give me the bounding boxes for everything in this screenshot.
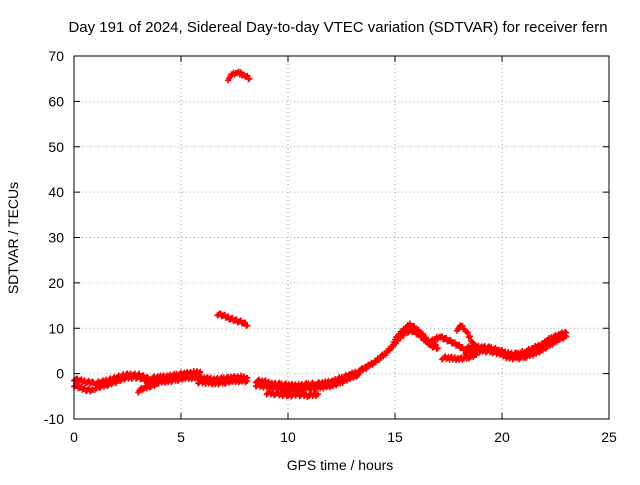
data-point (459, 322, 466, 329)
data-point (246, 75, 253, 82)
data-point (244, 374, 251, 381)
data-point (563, 329, 570, 336)
y-tick-label: 50 (48, 139, 64, 155)
x-tick-label: 0 (70, 429, 78, 445)
data-point (447, 336, 454, 343)
data-point (415, 326, 422, 333)
data-point (423, 334, 430, 341)
y-tick-label: 10 (48, 320, 64, 336)
data-point (464, 329, 471, 336)
x-tick-label: 20 (494, 429, 510, 445)
x-tick-label: 5 (177, 429, 185, 445)
chart-title: Day 191 of 2024, Sidereal Day-to-day VTE… (68, 19, 607, 36)
data-point (466, 333, 473, 340)
y-tick-label: 60 (48, 93, 64, 109)
data-point (419, 330, 426, 337)
data-point (434, 345, 441, 352)
axis-ticks: 0 5 10 15 20 25 -10 0 10 20 30 40 50 60 70 (44, 48, 617, 445)
data-point (411, 323, 418, 330)
y-tick-label: 40 (48, 184, 64, 200)
data-point (244, 322, 251, 329)
data-point (465, 334, 472, 341)
x-axis-label: GPS time / hours (287, 457, 394, 473)
data-point (432, 341, 439, 348)
data-points (71, 68, 570, 400)
x-tick-label: 25 (601, 429, 617, 445)
y-axis-label: SDTVAR / TECUs (5, 182, 21, 294)
y-tick-label: 70 (48, 48, 64, 64)
x-tick-label: 15 (387, 429, 403, 445)
y-tick-label: -10 (44, 411, 64, 427)
data-point (406, 320, 413, 327)
data-point (314, 391, 321, 398)
y-tick-label: 30 (48, 230, 64, 246)
grid-lines (74, 56, 609, 419)
y-tick-label: 20 (48, 275, 64, 291)
data-point (197, 368, 204, 375)
y-tick-label: 0 (56, 366, 64, 382)
x-tick-label: 10 (280, 429, 296, 445)
